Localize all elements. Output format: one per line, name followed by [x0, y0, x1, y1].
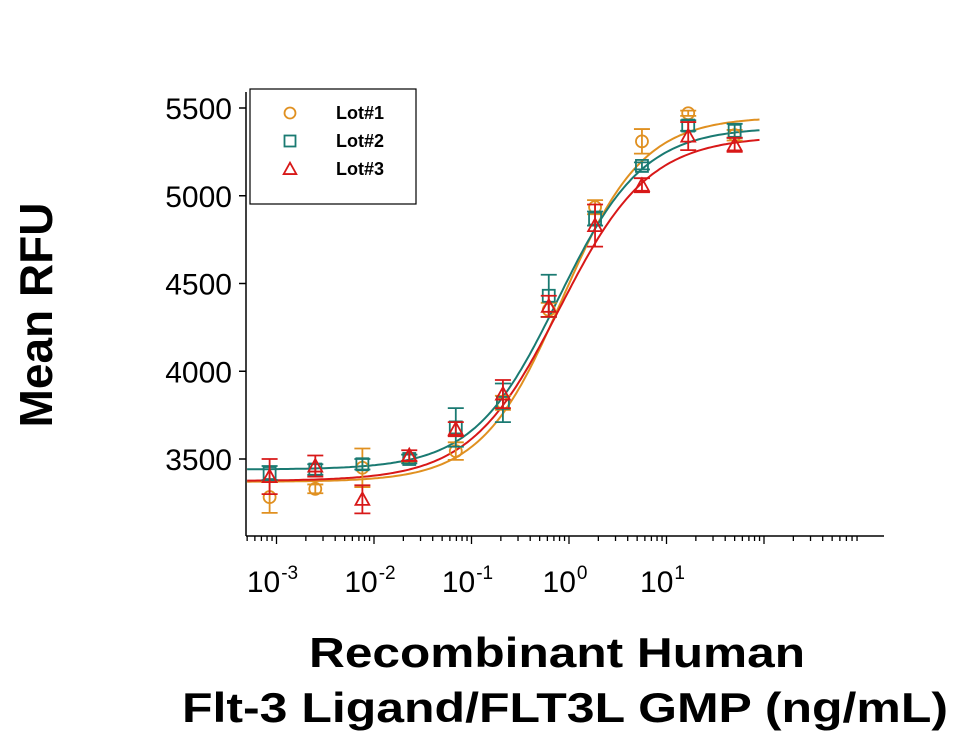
- y-tick-label: 4000: [165, 356, 232, 389]
- legend: Lot#1 Lot#2 Lot#3: [249, 88, 417, 205]
- error-bar: [587, 203, 604, 248]
- y-tick-label: 5000: [165, 181, 232, 214]
- series-lot3: [261, 121, 744, 515]
- x-tick-label: 101: [640, 563, 685, 599]
- legend-label: Lot#3: [336, 159, 384, 179]
- legend-item: Lot#2: [283, 131, 384, 151]
- error-bar: [633, 128, 650, 155]
- x-tick-label: 10-1: [442, 563, 493, 599]
- data-point: [726, 136, 744, 152]
- data-point: [308, 481, 323, 496]
- error-bar: [680, 121, 697, 152]
- data-point: [494, 385, 512, 401]
- data-points: [261, 106, 744, 515]
- data-point: [540, 297, 558, 313]
- y-tick-label: 4500: [165, 269, 232, 302]
- legend-item: Lot#3: [282, 159, 384, 179]
- data-point: [586, 216, 604, 233]
- x-axis-title-line1: Recombinant Human: [309, 629, 805, 676]
- legend-label: Lot#1: [336, 103, 384, 123]
- data-point: [679, 127, 697, 143]
- data-point: [261, 467, 279, 483]
- x-tick-label: 10-3: [247, 563, 298, 599]
- data-point: [635, 159, 649, 173]
- legend-label: Lot#2: [336, 131, 384, 151]
- data-point: [400, 446, 418, 462]
- legend-marker-square-icon: [283, 134, 297, 148]
- data-point: [633, 176, 651, 192]
- x-axis-title-line2: Flt-3 Ligand/FLT3L GMP (ng/mL): [182, 684, 948, 731]
- y-tick-label: 5500: [165, 93, 232, 126]
- data-point: [355, 457, 370, 472]
- data-point: [306, 457, 324, 473]
- error-bar: [261, 458, 278, 496]
- x-tick-label: 10-2: [344, 563, 395, 599]
- y-axis-title: Mean RFU: [10, 203, 62, 428]
- error-bar: [494, 379, 511, 410]
- plot-area: 3500 4000 4500 5000 5500 10-3 10-2 10-1 100 101: [165, 92, 884, 599]
- error-bar: [354, 484, 371, 515]
- error-bar: [307, 483, 324, 495]
- x-tick-label: 100: [543, 563, 588, 599]
- legend-box: [249, 88, 417, 205]
- y-tick-label: 3500: [165, 444, 232, 477]
- data-point: [353, 490, 371, 506]
- legend-marker-triangle-icon: [282, 160, 298, 175]
- legend-marker-circle-icon: [283, 106, 297, 120]
- data-point: [635, 134, 649, 149]
- x-ticks: 10-3 10-2 10-1 100 101: [246, 536, 858, 599]
- legend-item: Lot#1: [283, 103, 384, 123]
- y-ticks: 3500 4000 4500 5000 5500: [165, 93, 246, 477]
- data-point: [447, 420, 465, 436]
